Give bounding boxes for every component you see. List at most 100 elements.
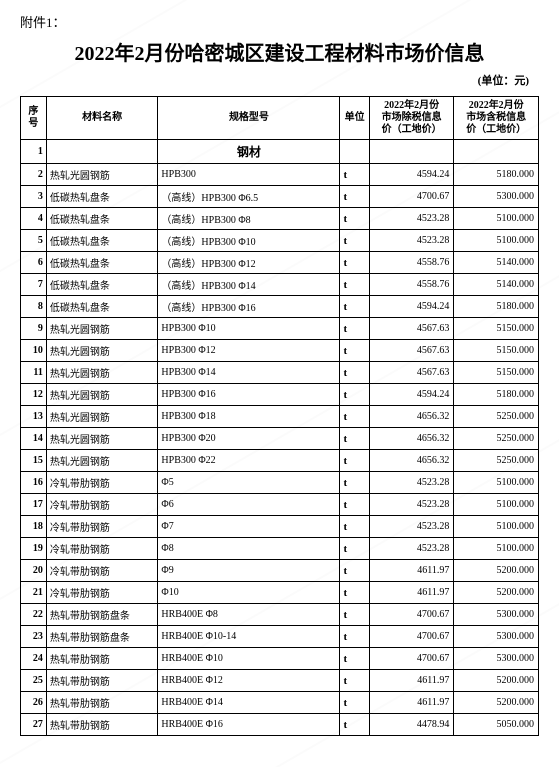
cell-spec: Φ9 [158, 560, 340, 582]
cell-seq: 24 [21, 648, 47, 670]
cell-spec: （高线）HPB300 Φ12 [158, 252, 340, 274]
cell-name: 热轧带肋钢筋 [46, 692, 158, 714]
cell-seq: 20 [21, 560, 47, 582]
cell-price1: 4523.28 [369, 230, 454, 252]
cell-name: 热轧光圆钢筋 [46, 164, 158, 186]
cell-price1: 4523.28 [369, 472, 454, 494]
cell-unit: t [340, 164, 369, 186]
cell-name: 热轧带肋钢筋盘条 [46, 604, 158, 626]
cell-price1: 4700.67 [369, 626, 454, 648]
cell-unit: t [340, 384, 369, 406]
cell-seq: 10 [21, 340, 47, 362]
cell-unit: t [340, 208, 369, 230]
unit-label: (单位：元) [20, 72, 539, 88]
cell-seq: 11 [21, 362, 47, 384]
cell-price1: 4558.76 [369, 252, 454, 274]
section-label: 钢材 [158, 140, 340, 164]
table-row: 24热轧带肋钢筋HRB400E Φ10t4700.675300.000 [21, 648, 539, 670]
cell-price2: 5050.000 [454, 714, 539, 736]
table-row: 22热轧带肋钢筋盘条HRB400E Φ8t4700.675300.000 [21, 604, 539, 626]
col-header-price2: 2022年2月份 市场含税信息 价（工地价） [454, 97, 539, 140]
cell-unit: t [340, 362, 369, 384]
table-row: 4低碳热轧盘条（高线）HPB300 Φ8t4523.285100.000 [21, 208, 539, 230]
cell-name: 热轧带肋钢筋 [46, 714, 158, 736]
cell-name: 冷轧带肋钢筋 [46, 582, 158, 604]
col-header-seq: 序 号 [21, 97, 47, 140]
cell-price1: 4523.28 [369, 208, 454, 230]
table-row: 27热轧带肋钢筋HRB400E Φ16t4478.945050.000 [21, 714, 539, 736]
table-row: 12热轧光圆钢筋HPB300 Φ16t4594.245180.000 [21, 384, 539, 406]
cell-price1: 4523.28 [369, 538, 454, 560]
table-row: 2热轧光圆钢筋HPB300t4594.245180.000 [21, 164, 539, 186]
cell-price1: 4594.24 [369, 384, 454, 406]
table-row: 11热轧光圆钢筋HPB300 Φ14t4567.635150.000 [21, 362, 539, 384]
cell-name: 低碳热轧盘条 [46, 296, 158, 318]
cell-name: 冷轧带肋钢筋 [46, 560, 158, 582]
cell-unit: t [340, 230, 369, 252]
table-row: 8低碳热轧盘条（高线）HPB300 Φ16t4594.245180.000 [21, 296, 539, 318]
cell-price1: 4567.63 [369, 340, 454, 362]
cell-unit: t [340, 296, 369, 318]
cell-name: 热轧光圆钢筋 [46, 406, 158, 428]
cell-price2: 5100.000 [454, 516, 539, 538]
cell-spec: Φ5 [158, 472, 340, 494]
cell-price2: 5200.000 [454, 582, 539, 604]
cell-price1: 4700.67 [369, 648, 454, 670]
section-empty-p2 [454, 140, 539, 164]
cell-unit: t [340, 692, 369, 714]
cell-spec: HPB300 Φ18 [158, 406, 340, 428]
cell-seq: 17 [21, 494, 47, 516]
cell-price1: 4594.24 [369, 164, 454, 186]
cell-seq: 26 [21, 692, 47, 714]
section-empty-p1 [369, 140, 454, 164]
cell-name: 冷轧带肋钢筋 [46, 516, 158, 538]
table-row: 18冷轧带肋钢筋Φ7t4523.285100.000 [21, 516, 539, 538]
cell-spec: HPB300 Φ10 [158, 318, 340, 340]
cell-name: 冷轧带肋钢筋 [46, 472, 158, 494]
cell-seq: 8 [21, 296, 47, 318]
cell-unit: t [340, 604, 369, 626]
cell-name: 热轧光圆钢筋 [46, 362, 158, 384]
cell-spec: HRB400E Φ16 [158, 714, 340, 736]
cell-unit: t [340, 560, 369, 582]
cell-spec: HPB300 Φ20 [158, 428, 340, 450]
cell-name: 冷轧带肋钢筋 [46, 538, 158, 560]
cell-unit: t [340, 450, 369, 472]
cell-price1: 4594.24 [369, 296, 454, 318]
cell-price2: 5250.000 [454, 450, 539, 472]
cell-price1: 4478.94 [369, 714, 454, 736]
cell-price1: 4611.97 [369, 560, 454, 582]
col-header-spec: 规格型号 [158, 97, 340, 140]
cell-price1: 4523.28 [369, 516, 454, 538]
table-row: 15热轧光圆钢筋HPB300 Φ22t4656.325250.000 [21, 450, 539, 472]
cell-seq: 2 [21, 164, 47, 186]
cell-price2: 5180.000 [454, 296, 539, 318]
cell-seq: 4 [21, 208, 47, 230]
cell-spec: HRB400E Φ12 [158, 670, 340, 692]
cell-unit: t [340, 494, 369, 516]
cell-unit: t [340, 252, 369, 274]
cell-spec: Φ10 [158, 582, 340, 604]
page-title: 2022年2月份哈密城区建设工程材料市场价信息 [20, 37, 539, 66]
cell-price1: 4611.97 [369, 670, 454, 692]
cell-price1: 4558.76 [369, 274, 454, 296]
cell-price1: 4611.97 [369, 582, 454, 604]
cell-unit: t [340, 318, 369, 340]
cell-seq: 14 [21, 428, 47, 450]
cell-seq: 18 [21, 516, 47, 538]
table-row: 20冷轧带肋钢筋Φ9t4611.975200.000 [21, 560, 539, 582]
cell-spec: HPB300 Φ22 [158, 450, 340, 472]
cell-spec: HPB300 Φ14 [158, 362, 340, 384]
cell-spec: （高线）HPB300 Φ10 [158, 230, 340, 252]
cell-spec: Φ8 [158, 538, 340, 560]
cell-price1: 4567.63 [369, 362, 454, 384]
cell-spec: HRB400E Φ10 [158, 648, 340, 670]
cell-spec: HRB400E Φ14 [158, 692, 340, 714]
cell-seq: 13 [21, 406, 47, 428]
cell-name: 热轧光圆钢筋 [46, 450, 158, 472]
cell-spec: HPB300 [158, 164, 340, 186]
cell-price2: 5180.000 [454, 164, 539, 186]
cell-price2: 5180.000 [454, 384, 539, 406]
cell-price2: 5150.000 [454, 362, 539, 384]
cell-unit: t [340, 340, 369, 362]
